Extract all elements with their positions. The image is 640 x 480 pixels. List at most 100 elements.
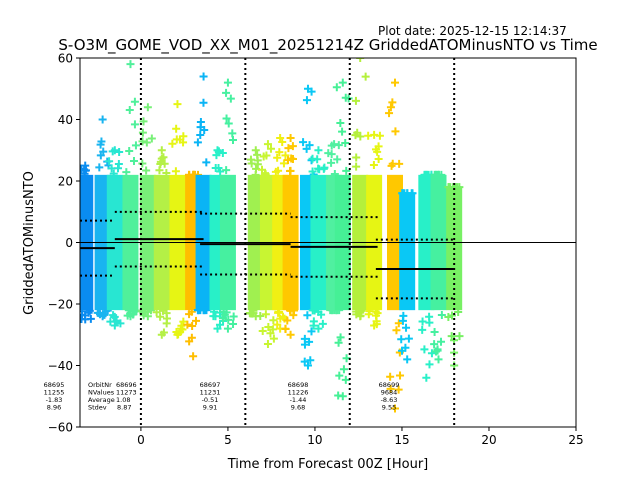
scatter-point-min	[126, 312, 135, 321]
orbit-stat-value: 68695	[44, 381, 65, 389]
orbit-stat-value: 8.87	[117, 404, 131, 412]
scatter-point	[314, 307, 323, 316]
scatter-point	[320, 163, 329, 172]
y-tick-label: 20	[58, 175, 73, 189]
scatter-point	[224, 119, 233, 128]
x-tick-label: 15	[394, 433, 409, 447]
x-tick-label: 25	[568, 433, 583, 447]
scatter-point-min	[356, 312, 365, 321]
scatter-point	[95, 163, 104, 172]
orbit-stat-label: NValues	[88, 389, 115, 397]
orbit-stat-value: 1.08	[116, 396, 130, 404]
scatter-point	[80, 164, 86, 173]
scatter-point	[281, 151, 290, 160]
scatter-point	[278, 137, 287, 146]
scatter-point	[385, 109, 394, 118]
scatter-point	[114, 164, 123, 173]
scatter-point	[196, 118, 205, 127]
scatter-point	[351, 131, 360, 140]
scatter-point	[374, 154, 383, 163]
scatter-point-min	[98, 312, 107, 321]
y-tick-label: 40	[58, 113, 73, 127]
scatter-point-max	[434, 170, 443, 179]
scatter-point	[447, 311, 456, 320]
scatter-point	[188, 322, 197, 331]
y-tick-label: 0	[65, 236, 73, 250]
scatter-point	[130, 120, 139, 129]
scatter-point	[396, 371, 405, 380]
scatter-point	[302, 96, 311, 105]
scatter-point-min	[314, 324, 323, 333]
scatter-point	[129, 157, 138, 166]
scatter-point-min	[143, 312, 152, 321]
orbit-stat-value: 9.55	[382, 404, 396, 412]
scatter-point	[222, 166, 231, 175]
scatter-point	[430, 328, 439, 337]
scatter-series-20	[364, 130, 384, 330]
scatter-point	[352, 162, 361, 171]
orbit-stat-label: Average	[88, 396, 115, 404]
scatter-point	[283, 316, 292, 325]
scatter-point	[179, 132, 188, 141]
scatter-point	[447, 332, 456, 341]
scatter-point	[339, 365, 348, 374]
orbit-stat-value: 68697	[200, 381, 221, 389]
plot-inner	[80, 58, 576, 427]
scatter-point	[338, 127, 347, 136]
scatter-point-min	[370, 321, 379, 330]
scatter-point	[427, 349, 436, 358]
scatter-point-max	[303, 84, 312, 93]
scatter-point	[146, 306, 155, 315]
scatter-point	[373, 147, 382, 156]
scatter-point-max	[157, 146, 166, 155]
scatter-series-8	[193, 72, 212, 315]
scatter-point	[300, 340, 309, 349]
scatter-point	[430, 340, 439, 349]
orbit-stat-value: 11273	[116, 389, 137, 397]
scatter-point	[342, 166, 351, 175]
scatter-series-22	[397, 189, 417, 364]
scatter-point-max	[403, 189, 412, 198]
scatter-point	[172, 124, 181, 133]
scatter-point-min	[303, 361, 312, 370]
scatter-point	[97, 137, 106, 146]
scatter-point	[115, 148, 124, 157]
scatter-point	[303, 311, 312, 320]
scatter-point	[214, 164, 223, 173]
scatter-point	[394, 319, 403, 328]
scatter-point	[156, 312, 165, 321]
scatter-point	[281, 324, 290, 333]
orbit-stat-value: 9684	[381, 389, 398, 397]
scatter-point-min	[338, 392, 347, 401]
scatter-point	[139, 308, 148, 317]
scatter-point	[130, 307, 139, 316]
scatter-point	[299, 138, 308, 147]
scatter-point	[398, 316, 407, 325]
scatter-point	[224, 315, 233, 324]
scatter-point	[288, 155, 297, 164]
scatter-point	[290, 306, 299, 315]
chart-title: S-O3M_GOME_VOD_XX_M01_20251214Z GriddedA…	[58, 36, 597, 55]
orbit-stat-value: -1.83	[46, 396, 63, 404]
scatter-point-max	[213, 146, 222, 155]
scatter-point	[305, 141, 314, 150]
scatter-point	[450, 336, 459, 345]
scatter-point	[437, 311, 446, 320]
scatter-point	[226, 94, 235, 103]
scatter-point	[139, 117, 148, 126]
scatter-point-min	[213, 324, 222, 333]
scatter-point-min	[263, 339, 272, 348]
scatter-point	[391, 127, 400, 136]
scatter-point	[157, 154, 166, 163]
scatter-point	[374, 142, 383, 151]
orbit-stat-value: 8.96	[47, 404, 61, 412]
scatter-point	[433, 346, 442, 355]
scatter-point-max	[338, 78, 347, 87]
x-axis-label: Time from Forecast 00Z [Hour]	[227, 457, 429, 472]
y-tick-label: 60	[58, 52, 73, 66]
scatter-point	[333, 155, 342, 164]
scatter-point	[105, 157, 114, 166]
scatter-point	[152, 308, 161, 317]
